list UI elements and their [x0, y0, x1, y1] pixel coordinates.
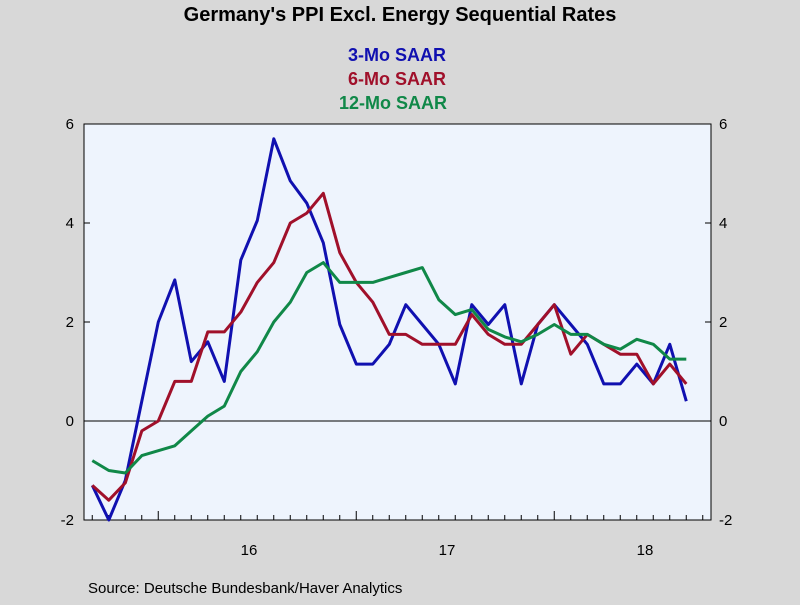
x-year-label: 16 [241, 542, 258, 559]
y-tick-label-left: -2 [61, 512, 74, 529]
legend-12mo: 12-Mo SAAR [339, 93, 447, 113]
y-tick-label-left: 6 [66, 116, 74, 133]
y-tick-label-right: 2 [719, 314, 727, 331]
series-line-3mo [90, 137, 688, 522]
legend-6mo: 6-Mo SAAR [348, 69, 446, 89]
y-tick-label-right: 4 [719, 215, 727, 232]
chart-title: Germany's PPI Excl. Energy Sequential Ra… [184, 4, 617, 26]
series-line-12mo [91, 261, 687, 475]
y-tick-label-left: 4 [66, 215, 74, 232]
source-note: Source: Deutsche Bundesbank/Haver Analyt… [88, 580, 402, 597]
y-tick-label-left: 0 [66, 413, 74, 430]
y-tick-label-right: 0 [719, 413, 727, 430]
y-tick-label-left: 2 [66, 314, 74, 331]
y-tick-label-right: -2 [719, 512, 732, 529]
x-year-label: 17 [439, 542, 456, 559]
legend-3mo: 3-Mo SAAR [348, 45, 446, 65]
x-year-label: 18 [637, 542, 654, 559]
y-tick-label-right: 6 [719, 116, 727, 133]
